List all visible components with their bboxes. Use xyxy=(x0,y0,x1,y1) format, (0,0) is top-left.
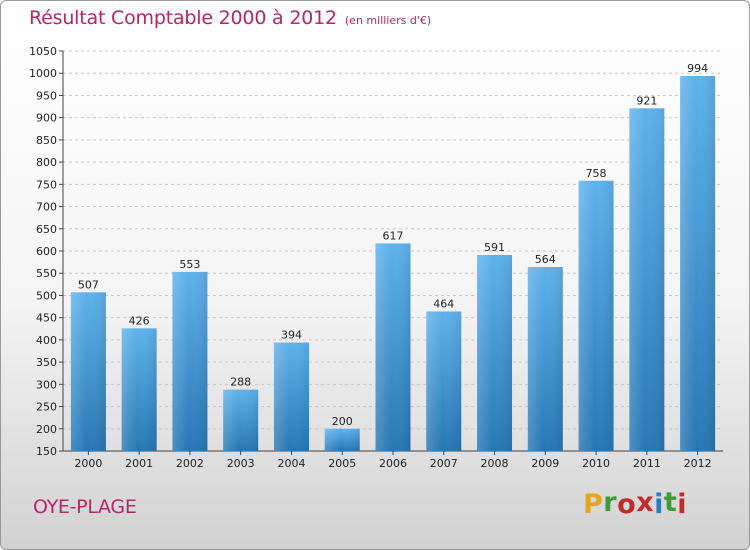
bar-shine xyxy=(121,328,157,451)
y-tick-label: 500 xyxy=(36,289,57,302)
y-tick-label: 950 xyxy=(36,89,57,102)
y-tick-label: 300 xyxy=(36,378,57,391)
y-tick-label: 1050 xyxy=(29,45,57,58)
bar-value-label: 200 xyxy=(332,415,353,428)
bar-shine xyxy=(172,271,208,451)
y-tick-label: 550 xyxy=(36,267,57,280)
logo-letter: x xyxy=(636,487,655,518)
bar-shine xyxy=(426,311,462,451)
y-tick-label: 400 xyxy=(36,334,57,347)
logo-letter: t xyxy=(663,487,678,518)
x-tick-label: 2001 xyxy=(125,457,153,470)
x-tick-label: 2009 xyxy=(531,457,559,470)
logo-letter: r xyxy=(603,487,618,518)
proxiti-logo: Proxiti xyxy=(583,487,688,520)
bar-shine xyxy=(680,75,716,451)
logo-letter: o xyxy=(617,489,637,520)
x-tick-label: 2005 xyxy=(328,457,356,470)
logo-letter: P xyxy=(583,489,604,520)
bar-value-label: 564 xyxy=(535,253,556,266)
y-tick-label: 200 xyxy=(36,423,57,436)
y-tick-label: 350 xyxy=(36,356,57,369)
bars xyxy=(70,75,716,451)
bar-value-label: 591 xyxy=(484,241,505,254)
chart-title-text: Résultat Comptable 2000 à 2012 xyxy=(29,7,337,29)
chart-title: Résultat Comptable 2000 à 2012 (en millie… xyxy=(29,7,431,29)
y-tick-label: 650 xyxy=(36,223,57,236)
chart-subtitle: (en milliers d'€) xyxy=(344,14,432,27)
bar-value-label: 617 xyxy=(383,229,404,242)
bar-shine xyxy=(375,243,411,451)
bar-shine xyxy=(70,292,106,451)
bar-value-label: 464 xyxy=(433,297,454,310)
y-tick-label: 450 xyxy=(36,312,57,325)
x-tick-label: 2012 xyxy=(684,457,712,470)
bar-shine xyxy=(324,428,360,451)
x-tick-label: 2007 xyxy=(430,457,458,470)
x-tick-label: 2011 xyxy=(633,457,661,470)
bar-value-label: 758 xyxy=(586,167,607,180)
x-tick-label: 2006 xyxy=(379,457,407,470)
logo-letter: i xyxy=(677,489,688,520)
logo-letter: i xyxy=(654,489,664,520)
bar-value-label: 426 xyxy=(129,314,150,327)
bar-shine xyxy=(223,389,259,451)
bar-shine xyxy=(477,255,513,451)
y-tick-label: 800 xyxy=(36,156,57,169)
bar-value-label: 994 xyxy=(687,62,708,75)
bar-value-label: 394 xyxy=(281,329,302,342)
x-tick-label: 2008 xyxy=(481,457,509,470)
bar-shine xyxy=(629,108,665,451)
x-tick-label: 2002 xyxy=(176,457,204,470)
y-tick-label: 700 xyxy=(36,201,57,214)
y-tick-label: 850 xyxy=(36,134,57,147)
bar-shine xyxy=(578,180,614,451)
place-name: OYE-PLAGE xyxy=(33,496,137,518)
bar-value-label: 288 xyxy=(230,376,251,389)
bar-shine xyxy=(527,267,563,451)
y-tick-label: 150 xyxy=(36,445,57,458)
y-tick-label: 750 xyxy=(36,178,57,191)
y-tick-label: 250 xyxy=(36,401,57,414)
y-tick-label: 900 xyxy=(36,112,57,125)
bar-value-label: 921 xyxy=(636,94,657,107)
x-tick-label: 2010 xyxy=(582,457,610,470)
axes: 150 200 250 300 350 400 450 500 550 600 650 700 750 8… xyxy=(29,45,723,470)
bar-value-label: 553 xyxy=(179,258,200,271)
value-labels: 507 426 553 288 394 200 617 464 591 564 758 921 994 xyxy=(78,62,708,428)
bar-shine xyxy=(273,342,309,451)
x-tick-label: 2000 xyxy=(74,457,102,470)
y-tick-label: 1000 xyxy=(29,67,57,80)
bar-value-label: 507 xyxy=(78,278,99,291)
x-tick-label: 2003 xyxy=(227,457,255,470)
x-tick-label: 2004 xyxy=(277,457,305,470)
y-tick-label: 600 xyxy=(36,245,57,258)
